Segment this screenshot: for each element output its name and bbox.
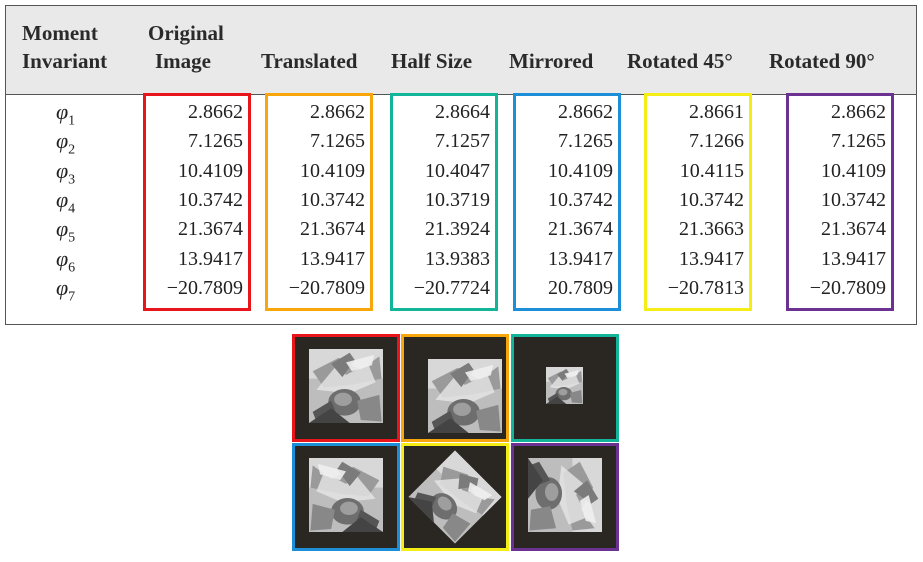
- table-header: Moment Invariant Original Image Translat…: [6, 6, 916, 95]
- header-half-size: Half Size: [391, 49, 473, 73]
- value-cell: 7.1265: [558, 130, 613, 152]
- header-mirrored: Mirrored: [509, 49, 594, 73]
- header-original-line1: Original: [148, 21, 224, 45]
- value-cell: 10.3742: [548, 189, 613, 211]
- value-cell: 2.8662: [831, 101, 886, 123]
- value-cell: 13.9417: [679, 248, 744, 270]
- value-cell: −20.7809: [166, 277, 243, 299]
- value-cell: 21.3924: [425, 218, 490, 240]
- column-box-original: 2.8662 7.1265 10.4109 10.3742 21.3674 13.9417…: [143, 93, 251, 311]
- value-cell: 13.9383: [425, 248, 490, 270]
- value-cell: 20.7809: [548, 277, 613, 299]
- header-moment-line1: Moment: [22, 21, 98, 45]
- moment-invariants-table: Moment Invariant Original Image Translat…: [5, 5, 917, 325]
- image-content: [408, 450, 502, 544]
- value-cell: 10.4109: [821, 160, 886, 182]
- phi-subscript: 2: [68, 142, 76, 158]
- value-cell: 7.1265: [310, 130, 365, 152]
- header-rotated-45: Rotated 45°: [627, 49, 733, 73]
- phi-label-5: φ5: [56, 216, 75, 246]
- phi-label-7: φ7: [56, 275, 75, 305]
- phi-symbol: φ: [56, 246, 69, 271]
- value-cell: 7.1257: [435, 130, 490, 152]
- phi-label-2: φ2: [56, 128, 75, 158]
- phi-label-6: φ6: [56, 246, 75, 276]
- phi-subscript: 5: [68, 230, 76, 246]
- value-cell: −20.7724: [413, 277, 490, 299]
- image-content: [309, 458, 383, 532]
- value-cell: 10.4109: [178, 160, 243, 182]
- value-cell: −20.7813: [667, 277, 744, 299]
- phi-symbol: φ: [56, 158, 69, 183]
- phi-label-1: φ1: [56, 99, 75, 129]
- value-cell: 21.3674: [178, 218, 243, 240]
- phi-subscript: 1: [68, 113, 76, 129]
- value-cell: 13.9417: [178, 248, 243, 270]
- header-translated: Translated: [261, 49, 358, 73]
- value-cell: 13.9417: [548, 248, 613, 270]
- column-box-translated: 2.8662 7.1265 10.4109 10.3742 21.3674 13.9417…: [265, 93, 373, 311]
- value-cell: 7.1265: [188, 130, 243, 152]
- value-cell: 2.8664: [435, 101, 490, 123]
- phi-label-3: φ3: [56, 158, 75, 188]
- phi-label-4: φ4: [56, 187, 75, 217]
- value-cell: 10.4109: [548, 160, 613, 182]
- value-cell: 2.8662: [310, 101, 365, 123]
- phi-symbol: φ: [56, 187, 69, 212]
- value-cell: 10.3742: [178, 189, 243, 211]
- value-cell: 10.4115: [679, 160, 744, 182]
- value-cell: 21.3674: [821, 218, 886, 240]
- rotated-45-image-thumbnail: [401, 443, 509, 551]
- image-content: [309, 349, 383, 423]
- value-cell: 2.8662: [558, 101, 613, 123]
- value-cell: 10.4109: [300, 160, 365, 182]
- half-size-image-thumbnail: [511, 334, 619, 442]
- mirrored-image-thumbnail: [292, 443, 400, 551]
- translated-image-thumbnail: [401, 334, 509, 442]
- column-box-half_size: 2.8664 7.1257 10.4047 10.3719 21.3924 13.9383…: [390, 93, 498, 311]
- value-cell: 7.1265: [831, 130, 886, 152]
- header-rotated-90: Rotated 90°: [769, 49, 875, 73]
- value-cell: 10.3742: [821, 189, 886, 211]
- phi-symbol: φ: [56, 128, 69, 153]
- value-cell: 10.3742: [679, 189, 744, 211]
- image-content: [528, 458, 602, 532]
- original-image-thumbnail: [292, 334, 400, 442]
- value-cell: 21.3674: [300, 218, 365, 240]
- phi-subscript: 7: [68, 289, 76, 305]
- phi-symbol: φ: [56, 99, 69, 124]
- value-cell: 13.9417: [821, 248, 886, 270]
- column-box-mirrored: 2.8662 7.1265 10.4109 10.3742 21.3674 13.9417…: [513, 93, 621, 311]
- phi-subscript: 6: [68, 260, 76, 276]
- value-cell: 10.3719: [425, 189, 490, 211]
- value-cell: 13.9417: [300, 248, 365, 270]
- column-box-rotated90: 2.8662 7.1265 10.4109 10.3742 21.3674 13.9417…: [786, 93, 894, 311]
- image-content: [428, 359, 502, 433]
- column-box-rotated45: 2.8661 7.1266 10.4115 10.3742 21.3663 13.9417…: [644, 93, 752, 311]
- value-cell: 21.3663: [679, 218, 744, 240]
- value-cell: 7.1266: [689, 130, 744, 152]
- header-invariant-line2: Invariant: [22, 49, 108, 73]
- phi-subscript: 4: [68, 201, 76, 217]
- value-cell: 21.3674: [548, 218, 613, 240]
- value-cell: 2.8661: [689, 101, 744, 123]
- header-image-line2: Image: [155, 49, 211, 73]
- value-cell: 10.4047: [425, 160, 490, 182]
- phi-symbol: φ: [56, 216, 69, 241]
- value-cell: 10.3742: [300, 189, 365, 211]
- phi-symbol: φ: [56, 275, 69, 300]
- rotated-90-image-thumbnail: [511, 443, 619, 551]
- value-cell: 2.8662: [188, 101, 243, 123]
- image-content: [546, 367, 583, 404]
- value-cell: −20.7809: [809, 277, 886, 299]
- phi-subscript: 3: [68, 172, 76, 188]
- value-cell: −20.7809: [288, 277, 365, 299]
